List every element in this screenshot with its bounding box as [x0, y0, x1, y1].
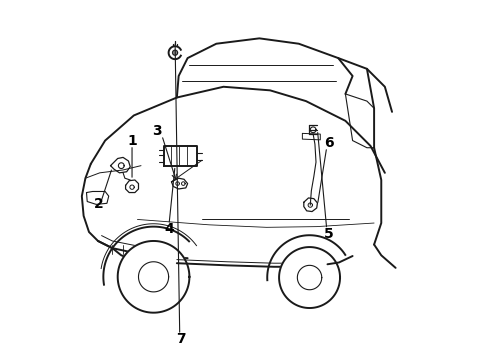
Polygon shape [279, 247, 340, 308]
Polygon shape [172, 50, 177, 55]
Text: 2: 2 [94, 197, 103, 211]
Polygon shape [118, 241, 190, 313]
Text: 5: 5 [324, 227, 334, 241]
Text: 3: 3 [152, 124, 162, 138]
Text: 6: 6 [324, 136, 334, 150]
Text: 1: 1 [127, 134, 137, 148]
Text: 7: 7 [175, 332, 185, 346]
Text: 4: 4 [164, 222, 174, 236]
